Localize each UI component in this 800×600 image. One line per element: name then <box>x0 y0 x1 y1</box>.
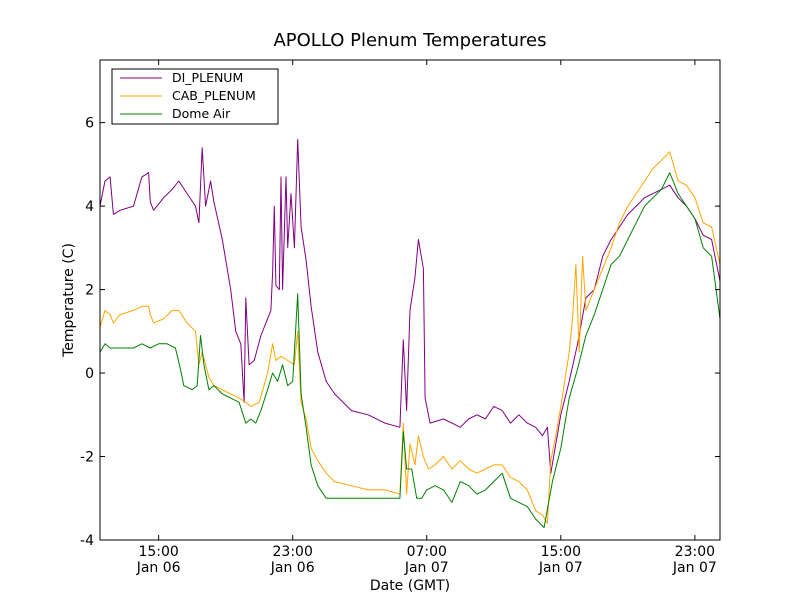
y-tick-label: -2 <box>80 450 94 466</box>
y-tick-label: 6 <box>85 116 94 132</box>
x-axis-label: Date (GMT) <box>370 578 450 594</box>
x-tick-label-time: 23:00 <box>675 544 715 560</box>
x-tick-label-date: Jan 07 <box>672 560 717 576</box>
x-tick-label-date: Jan 06 <box>270 560 315 576</box>
x-tick-label-time: 23:00 <box>273 544 313 560</box>
series-layer <box>99 138 721 528</box>
legend-label-cab-plenum: CAB_PLENUM <box>172 88 256 103</box>
legend: DI_PLENUM CAB_PLENUM Dome Air <box>111 68 279 125</box>
x-tick-label-date: Jan 07 <box>538 560 583 576</box>
x-tick-label-date: Jan 07 <box>404 560 449 576</box>
y-tick-label: 0 <box>85 366 94 382</box>
plot-frame <box>99 59 721 541</box>
y-tick-label: 2 <box>85 283 94 299</box>
x-tick-label-date: Jan 06 <box>136 560 181 576</box>
series-line-di-plenum <box>99 138 721 474</box>
x-tick-label-time: 15:00 <box>138 544 178 560</box>
y-axis-label: Temperature (C) <box>61 243 77 358</box>
legend-label-dome-air: Dome Air <box>172 106 231 121</box>
x-tick-label-time: 15:00 <box>541 544 581 560</box>
y-tick-label: -4 <box>80 533 94 549</box>
y-tick-label: 4 <box>85 199 94 215</box>
series-line-dome-air <box>99 172 721 528</box>
legend-label-di-plenum: DI_PLENUM <box>172 70 243 85</box>
x-tick-label-time: 07:00 <box>407 544 447 560</box>
chart-title: APOLLO Plenum Temperatures <box>273 30 546 51</box>
series-line-cab-plenum <box>99 151 721 524</box>
